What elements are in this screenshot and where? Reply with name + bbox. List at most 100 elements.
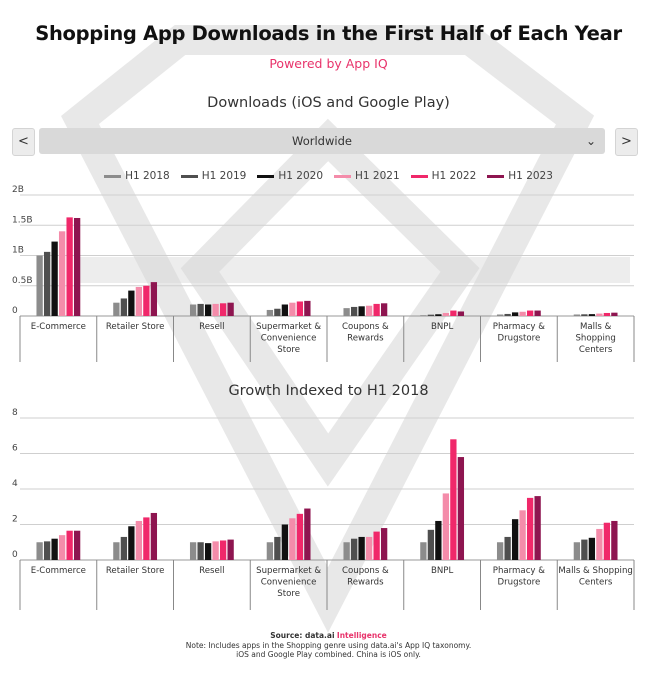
bar — [350, 306, 358, 316]
legend-swatch — [257, 174, 275, 178]
bar — [581, 314, 588, 316]
legend-swatch — [104, 174, 122, 178]
bar — [450, 439, 457, 560]
y-tick-label: 0 — [12, 306, 18, 316]
bar — [120, 298, 128, 316]
bar — [143, 285, 150, 316]
bar — [135, 286, 143, 316]
legend-label: H1 2018 — [125, 170, 170, 182]
bar — [204, 543, 212, 560]
bar — [343, 308, 350, 316]
bar — [420, 315, 427, 317]
category-label: Pharmacy & Drugstore — [493, 566, 545, 588]
bar — [304, 300, 311, 316]
bar — [113, 542, 120, 560]
category-label: Supermarket & Convenience Store — [256, 566, 321, 599]
bar — [73, 217, 81, 316]
bar — [281, 524, 289, 560]
legend-swatch — [487, 174, 505, 178]
bar — [380, 303, 388, 316]
bar — [457, 311, 465, 316]
y-tick-label: 1.5B — [12, 215, 33, 225]
bar — [573, 314, 581, 316]
footer-notes: Source: data.ai Intelligence Note: Inclu… — [0, 631, 657, 660]
bar — [197, 542, 204, 560]
bar — [36, 542, 43, 560]
category-label: BNPL — [431, 566, 454, 576]
bar — [189, 304, 197, 316]
region-select[interactable]: Worldwide ⌄ — [39, 128, 605, 154]
bar — [128, 526, 135, 560]
bar — [204, 304, 212, 316]
bar — [212, 541, 219, 560]
bar — [219, 540, 227, 560]
bar — [43, 541, 51, 560]
legend-label: H1 2023 — [508, 170, 553, 182]
bar — [51, 241, 58, 316]
bar — [143, 517, 150, 560]
bar — [534, 496, 541, 560]
next-region-button[interactable]: > — [615, 128, 638, 156]
category-label: E-Commerce — [31, 566, 86, 576]
source-brand: Intelligence — [336, 631, 387, 640]
bar — [373, 303, 380, 316]
y-tick-label: 8 — [12, 408, 18, 418]
bar — [611, 520, 618, 560]
note-line-1: Note: Includes apps in the Shopping genr… — [185, 640, 472, 650]
legend-label: H1 2021 — [355, 170, 400, 182]
bar — [504, 536, 511, 560]
bar — [189, 542, 197, 560]
prev-region-button[interactable]: < — [12, 128, 35, 156]
bar — [212, 303, 219, 316]
bar — [511, 312, 519, 316]
bar — [289, 302, 296, 316]
bar — [596, 313, 603, 316]
legend-item: H1 2019 — [180, 170, 246, 182]
growth-indexed-bar-chart: 0 2 4 6 8 E-Commerce Retailer Store Resell Super… — [12, 408, 635, 610]
bar — [534, 310, 541, 316]
bar — [427, 314, 435, 316]
chevron-right-icon: > — [621, 134, 632, 149]
bar — [296, 513, 304, 560]
bar — [304, 508, 311, 560]
category-label: Retailer Store — [106, 566, 165, 576]
bar — [588, 314, 596, 316]
bar — [296, 301, 304, 316]
bar — [519, 311, 526, 316]
bar — [496, 542, 504, 560]
bar — [128, 290, 135, 316]
bar — [266, 542, 274, 560]
bar — [51, 538, 58, 560]
bar — [227, 539, 234, 560]
chart-1-title: Downloads (iOS and Google Play) — [207, 95, 450, 111]
bar — [66, 217, 73, 316]
bar — [219, 303, 227, 316]
bar — [603, 522, 611, 560]
category-label: E-Commerce — [31, 322, 86, 332]
legend-label: H1 2022 — [431, 170, 477, 182]
bar — [365, 305, 373, 316]
legend-label: H1 2020 — [278, 170, 323, 182]
bar — [58, 535, 66, 560]
legend-swatch — [180, 174, 198, 178]
bar — [596, 528, 603, 560]
legend-item: H1 2020 — [257, 170, 323, 182]
category-label: Resell — [199, 566, 224, 576]
bar — [43, 251, 51, 316]
bar — [373, 531, 380, 560]
bar — [150, 282, 158, 316]
category-label: Coupons & Rewards — [342, 566, 389, 588]
bar — [603, 312, 611, 316]
page-title: Shopping App Downloads in the First Half… — [35, 22, 622, 45]
y-tick-label: 4 — [12, 479, 18, 489]
legend-item: H1 2022 — [410, 170, 477, 182]
bar — [457, 457, 465, 560]
y-tick-label: 6 — [12, 444, 18, 454]
chevron-left-icon: < — [18, 134, 29, 149]
note-line-2: iOS and Google Play combined. China is i… — [236, 650, 421, 659]
chart-2-title: Growth Indexed to H1 2018 — [228, 383, 429, 399]
category-label: Malls & Shopping Centers — [558, 566, 632, 588]
legend-item: H1 2018 — [104, 170, 170, 182]
bar — [420, 542, 427, 560]
bar — [66, 530, 73, 560]
